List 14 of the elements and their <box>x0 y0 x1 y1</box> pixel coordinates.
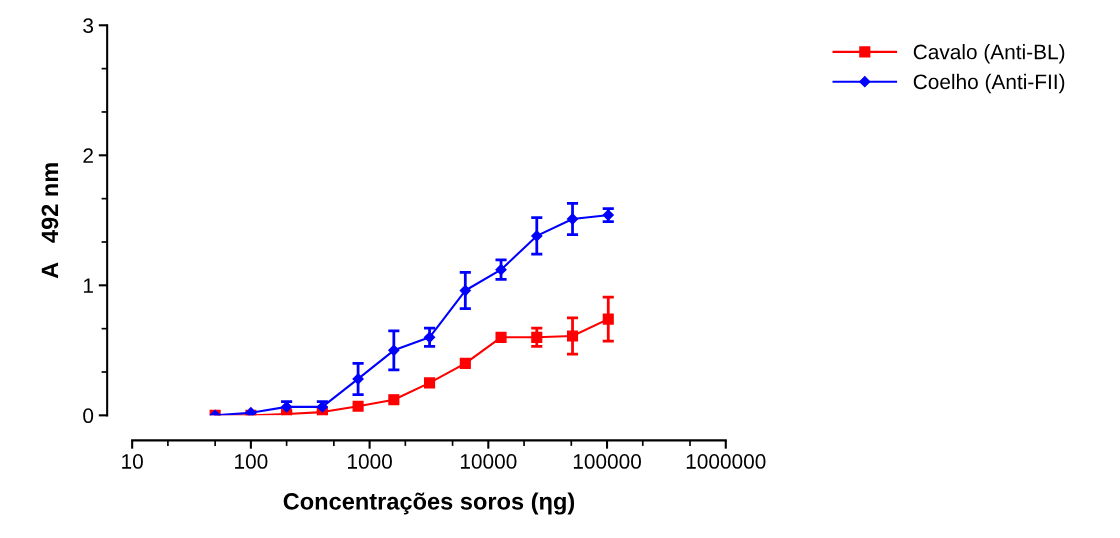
x-tick-label: 100 <box>235 454 268 469</box>
y-tick-label: 0 <box>83 408 94 424</box>
x-tick-label: 10000 <box>460 454 517 469</box>
legend-label: Coelho (Anti-FII) <box>913 73 1065 94</box>
x-tick-label: 100000 <box>573 454 641 469</box>
y-axis-title: A 492 nm <box>41 163 59 279</box>
x-tick-label: 1000 <box>348 454 392 469</box>
y-tick-label: 2 <box>83 148 93 163</box>
y-tick-label: 1 <box>83 278 93 293</box>
legend-label: Cavalo (Anti-BL) <box>913 44 1065 64</box>
y-tick-label: 3 <box>83 18 94 34</box>
x-axis-title: Concentrações soros (ηg) <box>283 492 575 515</box>
x-tick-label: 10 <box>122 454 143 469</box>
x-tick-label: 1000000 <box>686 454 766 469</box>
